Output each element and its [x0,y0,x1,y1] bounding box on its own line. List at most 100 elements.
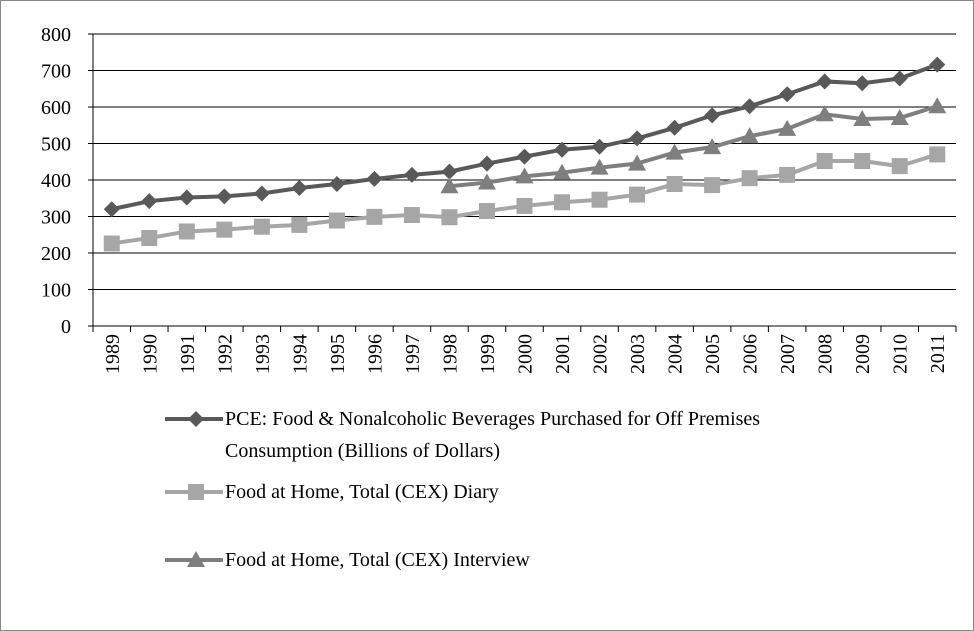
marker [629,130,646,147]
x-tick-label: 2009 [852,334,874,374]
marker [403,166,420,183]
legend-label: Food at Home, Total (CEX) Interview [225,549,530,571]
marker [141,230,158,247]
marker [815,105,834,122]
y-tick-label: 300 [41,207,71,229]
marker [441,163,458,180]
marker [516,148,533,165]
series-line [449,104,938,189]
x-tick-label: 2000 [515,334,537,374]
y-tick-label: 700 [41,61,71,83]
x-tick-label: 1993 [252,334,274,374]
marker [366,170,383,187]
marker [890,108,909,125]
legend-icon [165,484,223,500]
x-tick-label: 2011 [927,334,949,373]
marker [253,218,270,235]
legend-icon [165,411,223,427]
x-tick-label: 1998 [439,334,461,374]
x-tick-label: 1999 [477,334,499,374]
marker [704,107,721,124]
x-tick-label: 1995 [327,334,349,374]
x-tick-label: 1991 [177,334,199,374]
marker [628,154,647,171]
marker [703,138,722,155]
marker [440,177,459,194]
marker [328,176,345,193]
marker [554,194,571,211]
marker [515,167,534,184]
y-tick-label: 400 [41,170,71,192]
marker [853,110,872,127]
x-tick-label: 1994 [289,334,311,374]
x-tick-label: 2007 [777,334,799,374]
y-tick-label: 500 [41,134,71,156]
marker [403,207,420,224]
x-tick-label: 1992 [214,334,236,374]
marker [779,166,796,183]
marker [816,73,833,90]
marker [741,98,758,115]
marker [891,70,908,87]
marker [478,155,495,172]
legend-marker [187,551,205,567]
marker [554,141,571,158]
legend-marker [188,484,204,500]
marker [779,86,796,103]
marker [666,119,683,136]
x-tick-label: 2008 [815,334,837,374]
marker [477,173,496,190]
x-tick-label: 2005 [702,334,724,374]
marker [928,97,947,114]
marker [854,75,871,92]
marker [704,177,721,194]
marker [366,208,383,225]
marker [553,163,572,180]
marker [478,203,495,220]
marker [891,158,908,175]
marker [741,170,758,187]
x-tick-label: 2004 [665,334,687,374]
marker [629,186,646,203]
x-tick-label: 2010 [890,334,912,374]
marker [216,188,233,205]
marker [929,146,946,163]
legend-marker [188,411,204,427]
marker [591,191,608,208]
marker [216,221,233,238]
y-tick-label: 800 [41,24,71,46]
legend-label: PCE: Food & Nonalcoholic Beverages Purch… [225,408,761,462]
y-tick-label: 0 [61,316,71,338]
x-tick-label: 1989 [102,334,124,374]
marker [854,153,871,170]
marker [929,56,946,73]
x-tick-label: 2002 [590,334,612,374]
x-tick-label: 1996 [364,334,386,374]
marker [141,193,158,210]
marker [590,158,609,175]
x-tick-label: 2006 [740,334,762,374]
series-line [111,62,938,212]
marker [103,235,120,252]
x-tick-label: 1990 [139,334,161,374]
legend-entry: PCE: Food & Nonalcoholic Beverages Purch… [163,403,855,467]
marker [740,127,759,144]
y-tick-label: 200 [41,243,71,265]
y-tick-label: 600 [41,97,71,119]
marker [178,189,195,206]
legend-entry: Food at Home, Total (CEX) Interview [163,544,855,576]
x-tick-label: 2001 [552,334,574,374]
marker [291,216,308,233]
y-tick-label: 100 [41,280,71,302]
marker [291,180,308,197]
marker [103,201,120,218]
x-tick-label: 1997 [402,334,424,374]
marker [778,119,797,136]
marker [516,197,533,214]
x-tick-label: 2003 [627,334,649,374]
marker [591,138,608,155]
legend-label: Food at Home, Total (CEX) Diary [225,481,499,503]
marker [253,185,270,202]
